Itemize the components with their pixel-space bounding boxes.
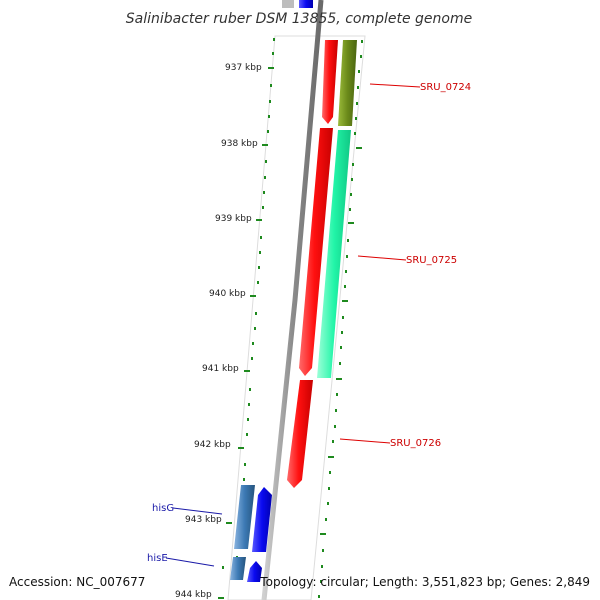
gene-label-sru0725[interactable]: SRU_0725 — [406, 255, 457, 266]
tick-label-937: 937 kbp — [225, 63, 262, 73]
gene-label-hisG[interactable]: hisG — [152, 503, 174, 514]
leader-hisE — [165, 557, 215, 567]
tick-label-942: 942 kbp — [194, 440, 231, 450]
gene-label-sru0726[interactable]: SRU_0726 — [390, 438, 441, 449]
gene-label-hisE[interactable]: hisE — [147, 553, 168, 564]
leader-hisG — [172, 507, 223, 515]
leader-sru0725 — [357, 255, 407, 261]
cds-hisG-blue[interactable] — [252, 487, 272, 552]
tick-label-943: 943 kbp — [185, 515, 222, 525]
tick-label-939: 939 kbp — [215, 214, 252, 224]
cds-sru0724-red[interactable] — [322, 40, 338, 124]
cds-hisE-blue[interactable] — [247, 561, 262, 582]
leader-sru0724 — [369, 83, 421, 88]
cds-sru0724-green[interactable] — [338, 40, 357, 126]
cds-sru0725-green[interactable] — [317, 130, 351, 378]
outer-tick-dots — [318, 40, 363, 598]
feature-band — [227, 35, 366, 600]
cds-sru0725-red[interactable] — [299, 128, 333, 376]
cds-hisG-steel[interactable] — [234, 485, 255, 549]
genome-summary-text: Topology: circular; Length: 3,551,823 bp… — [259, 575, 590, 589]
gene-label-sru0724[interactable]: SRU_0724 — [420, 82, 471, 93]
tick-label-938: 938 kbp — [221, 139, 258, 149]
cds-sru0726-red[interactable] — [287, 380, 313, 488]
tick-label-940: 940 kbp — [209, 289, 246, 299]
accession-text: Accession: NC_007677 — [9, 575, 145, 589]
tick-label-944: 944 kbp — [175, 590, 212, 600]
top-feature-blue — [299, 0, 313, 8]
genome-title: Salinibacter ruber DSM 13855, complete g… — [126, 11, 472, 27]
tick-label-941: 941 kbp — [202, 364, 239, 374]
genome-backbone — [261, 0, 324, 600]
cds-hisE-steel[interactable] — [230, 557, 246, 580]
leader-sru0726 — [339, 438, 391, 444]
top-feature-gray — [282, 0, 294, 8]
